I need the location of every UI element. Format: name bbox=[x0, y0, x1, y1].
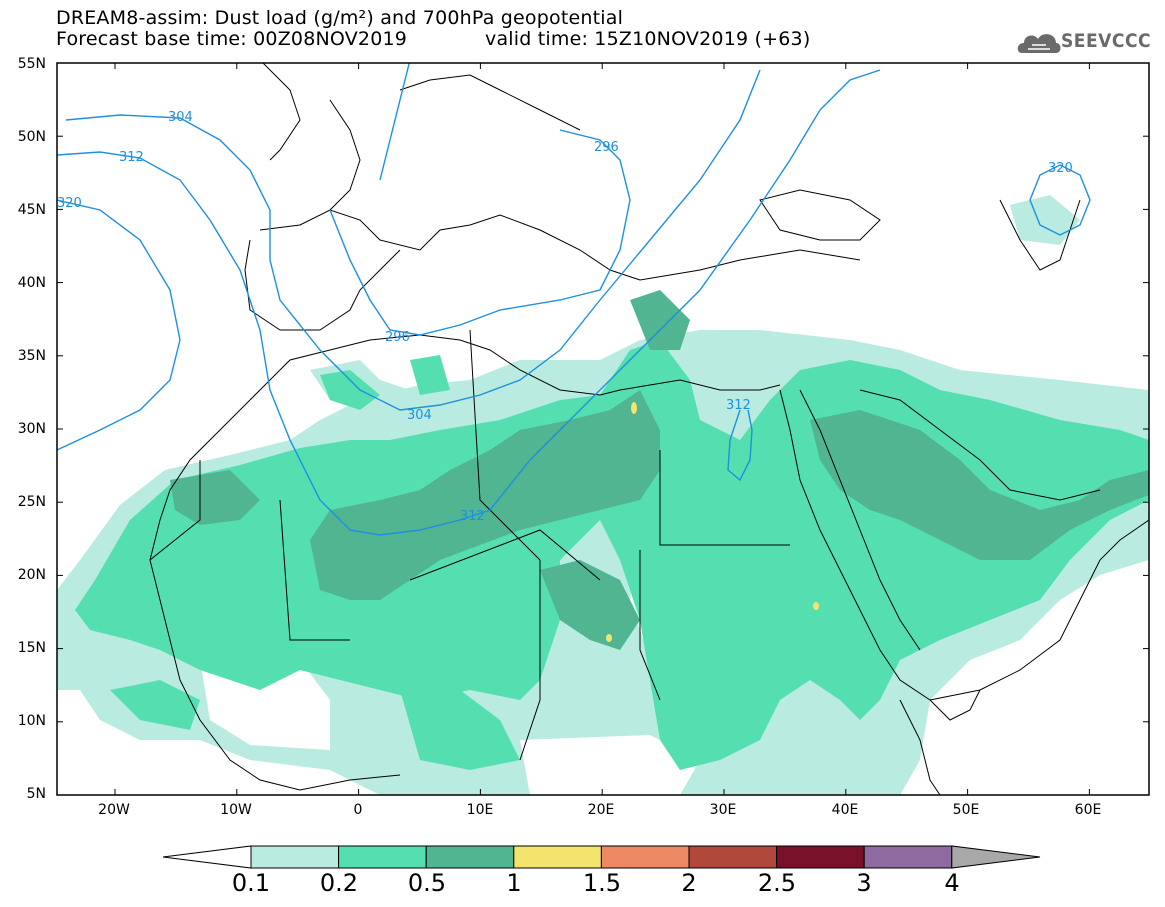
dust-gap bbox=[520, 735, 700, 795]
dust-dark-arabia bbox=[810, 410, 1149, 560]
title-line-1: DREAM8-assim: Dust load (g/m²) and 700hP… bbox=[56, 7, 624, 29]
colorbar-label: 0.5 bbox=[407, 869, 447, 897]
dust-fields bbox=[57, 195, 1149, 795]
colorbar-label: 1.5 bbox=[582, 869, 622, 897]
lat-label: 30N bbox=[17, 421, 46, 437]
title-valid-time: valid time: 15Z10NOV2019 (+63) bbox=[485, 28, 811, 50]
contour-label: 304 bbox=[407, 408, 432, 423]
logo-text: SEEVCCC bbox=[1061, 30, 1152, 52]
contour-label: 312 bbox=[460, 509, 485, 524]
contour-296 bbox=[329, 129, 631, 336]
contour-label: 312 bbox=[726, 398, 751, 413]
contour-312-north bbox=[57, 69, 881, 536]
dust-high-spot bbox=[606, 634, 612, 642]
contour-296-north bbox=[379, 63, 410, 181]
lat-label: 20N bbox=[17, 567, 46, 583]
lon-label: 50E bbox=[952, 802, 980, 818]
dust-dark-west bbox=[170, 470, 260, 525]
lon-label: 30E bbox=[709, 802, 737, 818]
colorbar-label: 0.2 bbox=[319, 869, 359, 897]
colorbar-label: 2.5 bbox=[757, 869, 797, 897]
contour-label: 296 bbox=[385, 330, 410, 345]
contour-label: 320 bbox=[57, 196, 82, 211]
colorbar-label: 4 bbox=[944, 869, 960, 897]
colorbar-label: 1 bbox=[506, 869, 522, 897]
lat-label: 35N bbox=[17, 348, 46, 364]
dust-medium-west-africa bbox=[110, 680, 200, 730]
lat-label: 10N bbox=[17, 713, 46, 729]
dust-medium-sahel bbox=[400, 690, 520, 770]
lat-label: 25N bbox=[17, 494, 46, 510]
lat-label: 15N bbox=[17, 640, 46, 656]
lon-label: 20W bbox=[98, 802, 130, 818]
dust-high-spot bbox=[813, 602, 819, 610]
contour-312-egypt bbox=[727, 409, 753, 482]
contour-320-caspian bbox=[1029, 164, 1091, 236]
colorbar-label: 3 bbox=[856, 869, 872, 897]
lon-label: 10W bbox=[220, 802, 252, 818]
dust-gap bbox=[200, 660, 330, 750]
lat-label: 40N bbox=[17, 275, 46, 291]
title-base-time: Forecast base time: 00Z08NOV2019 bbox=[56, 28, 408, 50]
lat-label: 5N bbox=[26, 786, 46, 802]
lon-label: 60E bbox=[1074, 802, 1102, 818]
cloud-icon bbox=[1017, 34, 1061, 53]
dust-dark-aegean bbox=[630, 290, 690, 350]
contour-label: 296 bbox=[594, 140, 619, 155]
lat-label: 50N bbox=[17, 129, 46, 145]
colorbar-label: 2 bbox=[681, 869, 697, 897]
dust-high-spot bbox=[631, 402, 637, 414]
dust-medium-libya bbox=[410, 355, 450, 395]
lon-label: 40E bbox=[831, 802, 859, 818]
dust-dark-sudan bbox=[540, 560, 640, 650]
dust-dark-area bbox=[310, 390, 660, 600]
geopotential-contours bbox=[57, 63, 1091, 536]
contour-label: 320 bbox=[1048, 161, 1073, 176]
lon-label: 10E bbox=[466, 802, 494, 818]
lat-label: 55N bbox=[17, 56, 46, 72]
lat-label: 45N bbox=[17, 202, 46, 218]
dust-light-caspian bbox=[1010, 195, 1080, 245]
lon-label: 0 bbox=[353, 802, 363, 818]
lon-label: 20E bbox=[587, 802, 615, 818]
coastlines bbox=[149, 63, 1149, 795]
contour-label: 304 bbox=[168, 110, 193, 125]
contour-304-north bbox=[65, 69, 761, 411]
dust-medium-atlas bbox=[320, 370, 380, 410]
contour-label: 312 bbox=[119, 150, 144, 165]
colorbar-label: 0.1 bbox=[231, 869, 271, 897]
contour-labels: 304 312 320 296 296 304 312 312 320 bbox=[57, 110, 1073, 524]
contour-320-west bbox=[57, 199, 181, 451]
axis-ticks bbox=[57, 62, 1149, 796]
